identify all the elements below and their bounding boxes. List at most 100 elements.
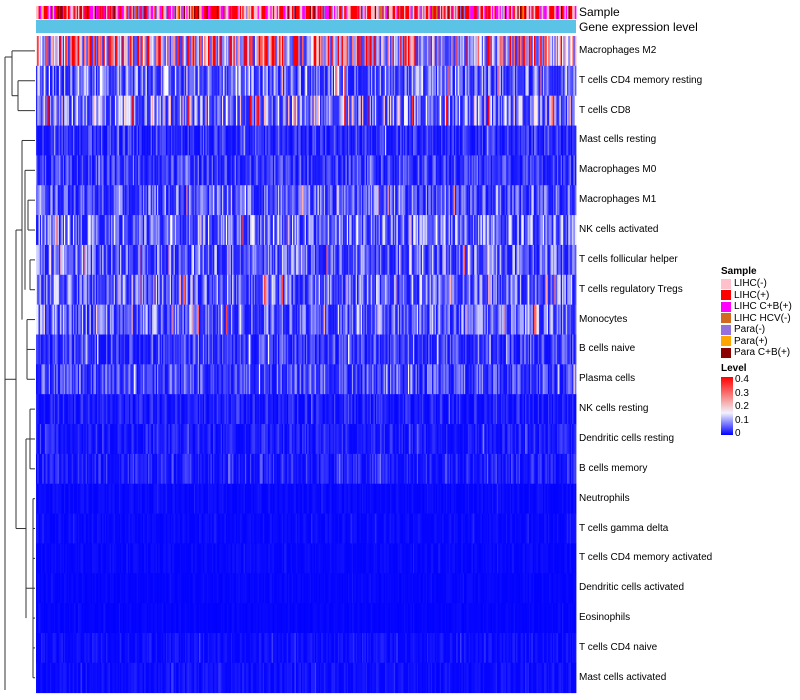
heatmap-cell bbox=[504, 155, 507, 186]
heatmap-cell bbox=[213, 36, 215, 67]
heatmap-cell bbox=[158, 244, 160, 276]
heatmap-cell bbox=[270, 274, 273, 306]
heatmap-cell bbox=[260, 334, 262, 365]
heatmap-cell bbox=[136, 304, 139, 335]
heatmap-cell bbox=[65, 334, 67, 365]
heatmap-cell bbox=[97, 155, 99, 186]
heatmap-cell bbox=[411, 125, 414, 156]
heatmap-cell bbox=[234, 95, 237, 126]
heatmap-cell bbox=[378, 215, 381, 246]
heatmap-cell bbox=[486, 65, 489, 97]
heatmap-cell bbox=[167, 95, 169, 126]
heatmap-cell bbox=[351, 125, 354, 156]
heatmap-cell bbox=[293, 155, 295, 186]
sample-annotation-cell bbox=[159, 6, 162, 19]
sample-annotation-cell bbox=[542, 6, 545, 19]
heatmap-cell bbox=[137, 185, 140, 216]
heatmap-cell bbox=[426, 304, 429, 335]
heatmap-cell bbox=[345, 36, 348, 67]
heatmap-cell bbox=[304, 36, 307, 67]
heatmap-cell bbox=[458, 215, 461, 246]
heatmap-cell bbox=[485, 274, 488, 306]
heatmap-cell bbox=[36, 95, 38, 126]
heatmap-cell bbox=[499, 95, 502, 126]
heatmap-cell bbox=[490, 185, 493, 216]
heatmap-cell bbox=[88, 155, 90, 186]
heatmap-cell bbox=[472, 215, 475, 246]
sample-annotation-cell bbox=[106, 6, 108, 19]
heatmap-cell bbox=[514, 65, 517, 97]
heatmap-cell bbox=[255, 155, 257, 186]
heatmap-cell bbox=[547, 215, 550, 246]
heatmap-cell bbox=[42, 215, 45, 246]
heatmap-cell bbox=[410, 95, 413, 126]
heatmap-cell bbox=[551, 185, 554, 216]
heatmap-cell bbox=[311, 215, 313, 246]
heatmap-cell bbox=[272, 185, 275, 216]
heatmap-cell bbox=[521, 244, 523, 276]
heatmap-cell bbox=[128, 65, 131, 97]
sample-annotation-cell bbox=[547, 6, 550, 19]
heatmap-cell bbox=[51, 155, 53, 186]
heatmap-cell bbox=[78, 304, 80, 335]
heatmap-cell bbox=[435, 155, 438, 186]
heatmap-cell bbox=[297, 36, 299, 67]
sample-annotation-cell bbox=[494, 6, 497, 19]
heatmap-cell bbox=[109, 36, 112, 67]
heatmap-cell bbox=[148, 36, 150, 67]
heatmap-cell bbox=[312, 334, 315, 365]
heatmap-cell bbox=[265, 125, 267, 156]
heatmap-cell bbox=[215, 244, 218, 276]
heatmap-cell bbox=[114, 65, 117, 97]
heatmap-cell bbox=[483, 185, 485, 216]
heatmap-cell bbox=[284, 36, 287, 67]
heatmap-cell bbox=[374, 244, 377, 276]
heatmap-cell bbox=[400, 65, 402, 97]
heatmap-cell bbox=[554, 215, 557, 246]
heatmap-cell bbox=[111, 304, 113, 335]
heatmap-cell bbox=[291, 334, 294, 365]
heatmap-cell bbox=[295, 244, 298, 276]
heatmap-cell bbox=[79, 125, 81, 156]
heatmap-cell bbox=[62, 155, 65, 186]
heatmap-cell bbox=[65, 125, 67, 156]
heatmap-cell bbox=[215, 36, 218, 67]
heatmap-cell bbox=[257, 304, 260, 335]
heatmap-cell bbox=[122, 155, 125, 186]
heatmap-cell bbox=[131, 304, 134, 335]
heatmap-cell bbox=[472, 65, 475, 97]
heatmap-cell bbox=[164, 215, 167, 246]
heatmap-cell bbox=[470, 244, 472, 276]
heatmap-cell bbox=[258, 95, 261, 126]
heatmap-cell bbox=[423, 215, 425, 246]
heatmap-cell bbox=[80, 274, 83, 306]
heatmap-cell bbox=[330, 65, 332, 97]
heatmap-cell bbox=[561, 65, 564, 97]
heatmap-cell bbox=[285, 155, 288, 186]
heatmap-cell bbox=[563, 95, 565, 126]
heatmap-cell bbox=[553, 95, 555, 126]
heatmap-cell bbox=[130, 36, 132, 67]
heatmap-cell bbox=[244, 185, 247, 216]
heatmap-cell bbox=[356, 244, 359, 276]
heatmap-cell bbox=[387, 215, 390, 246]
heatmap-cell bbox=[306, 215, 308, 246]
heatmap-cell bbox=[126, 215, 129, 246]
heatmap-cell bbox=[391, 185, 394, 216]
heatmap-cell bbox=[508, 274, 511, 306]
heatmap-cell bbox=[455, 125, 457, 156]
sample-annotation-cell bbox=[457, 6, 460, 19]
heatmap-cell bbox=[171, 334, 173, 365]
heatmap-cell bbox=[410, 274, 413, 306]
heatmap-cell bbox=[206, 95, 209, 126]
heatmap-cell bbox=[113, 155, 116, 186]
heatmap-cell bbox=[233, 65, 236, 97]
heatmap-cell bbox=[95, 215, 98, 246]
heatmap-cell bbox=[286, 244, 289, 276]
heatmap-cell bbox=[224, 95, 227, 126]
heatmap-cell bbox=[525, 244, 527, 276]
heatmap-cell bbox=[565, 36, 568, 67]
heatmap-cell bbox=[387, 95, 390, 126]
sample-annotation-cell bbox=[308, 6, 311, 19]
heatmap-cell bbox=[227, 125, 229, 156]
